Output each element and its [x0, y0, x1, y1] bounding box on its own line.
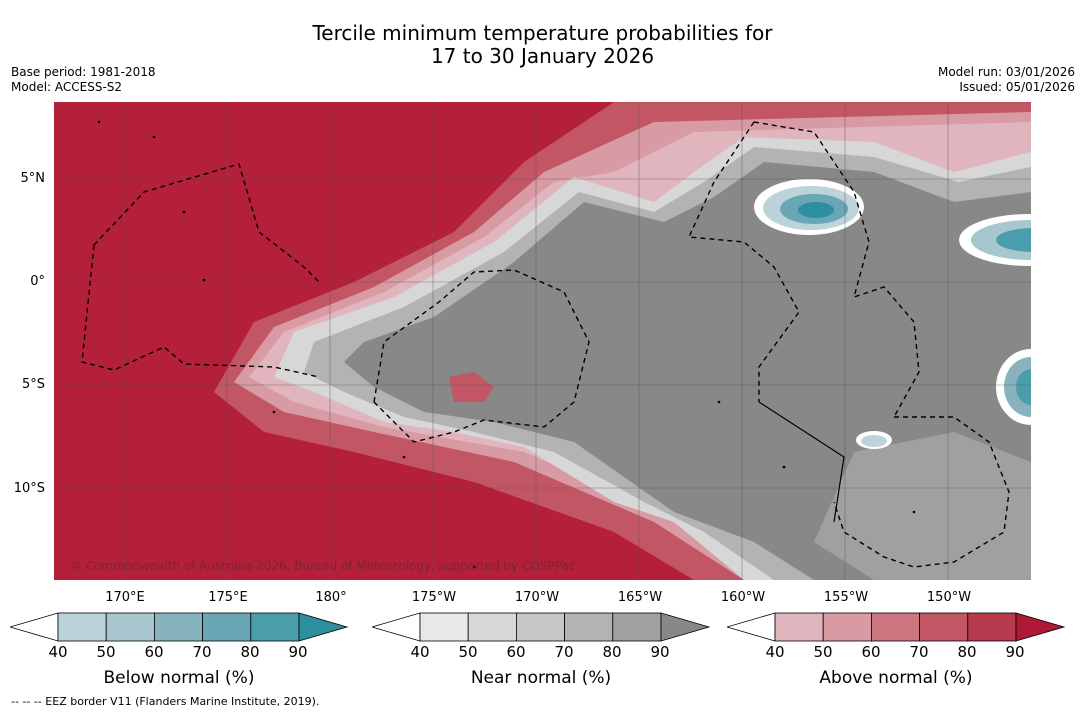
- eez-borders: [81, 121, 1010, 568]
- lon-label: 180°: [315, 590, 347, 605]
- cb-tick: 50: [96, 643, 116, 661]
- lon-label: 150°W: [926, 590, 972, 605]
- lon-label: 165°W: [617, 590, 663, 605]
- colorbar-cell: [564, 612, 614, 642]
- colorbar-near-cells: [419, 612, 662, 642]
- model-run: Model run: 03/01/2026: [937, 65, 1075, 79]
- colorbar-below-title: Below normal (%): [103, 668, 255, 688]
- lat-label: 5°N: [20, 171, 46, 186]
- issued-date: Issued: 05/01/2026: [959, 80, 1075, 94]
- lat-label: 10°S: [13, 481, 45, 496]
- colorbar-cell: [822, 612, 872, 642]
- cb-tick: 40: [765, 643, 785, 661]
- eez-line-solid: [758, 401, 845, 523]
- cb-tick: 40: [410, 643, 430, 661]
- colorbar-cell: [202, 612, 252, 642]
- colorbar-cell: [105, 612, 155, 642]
- model-name: Model: ACCESS-S2: [11, 80, 123, 94]
- lon-label: 160°W: [720, 590, 766, 605]
- probability-map: [54, 102, 1031, 580]
- cb-tick: 70: [192, 643, 212, 661]
- below-normal-blob-small: [856, 431, 892, 449]
- cb-tick: 70: [909, 643, 929, 661]
- island-markers: [97, 120, 916, 569]
- colorbar-cell: [57, 612, 107, 642]
- title-line-2: 17 to 30 January 2026: [430, 44, 655, 68]
- colorbar-near-extend: [660, 612, 711, 642]
- eez-legend-note: -- -- -- EEZ border V11 (Flanders Marine…: [11, 695, 320, 708]
- cb-tick: 90: [650, 643, 670, 661]
- cb-tick: 60: [144, 643, 164, 661]
- colorbar-near-title: Near normal (%): [470, 668, 612, 688]
- colorbar-cell: [774, 612, 824, 642]
- graticule: [54, 102, 1031, 580]
- colorbar-below-extend: [298, 612, 349, 642]
- cb-tick: 80: [602, 643, 622, 661]
- colorbar-cell: [250, 612, 300, 642]
- cb-tick: 70: [554, 643, 574, 661]
- copyright-notice: © Commonwealth of Australia 2026, Bureau…: [70, 559, 576, 573]
- base-period: Base period: 1981-2018: [11, 65, 156, 79]
- cb-tick: 90: [1005, 643, 1025, 661]
- colorbar-cell: [967, 612, 1017, 642]
- colorbar-above-normal: [727, 612, 1066, 642]
- title-line-1: Tercile minimum temperature probabilitie…: [312, 21, 773, 45]
- lon-label: 170°W: [514, 590, 560, 605]
- cb-tick: 90: [288, 643, 308, 661]
- colorbar-cell: [467, 612, 517, 642]
- cb-tick: 50: [813, 643, 833, 661]
- lat-label: 5°S: [21, 377, 45, 392]
- cb-tick: 60: [506, 643, 526, 661]
- colorbar-above-extend: [1015, 612, 1066, 642]
- meta-right: Model run: 03/01/2026 Issued: 05/01/2026: [938, 65, 1075, 95]
- cb-tick: 40: [48, 643, 68, 661]
- colorbar-near-normal: [372, 612, 711, 642]
- colorbar-cell: [870, 612, 920, 642]
- colorbar-cell: [153, 612, 203, 642]
- colorbar-above-cells: [774, 612, 1017, 642]
- colorbar-cell: [419, 612, 469, 642]
- lon-label: 175°W: [411, 590, 457, 605]
- cb-tick: 60: [861, 643, 881, 661]
- colorbar-cell: [919, 612, 969, 642]
- below-normal-blob-north: [754, 179, 864, 235]
- cb-tick: 50: [458, 643, 478, 661]
- below-normal-blob-southeast: [996, 349, 1031, 425]
- cb-tick: 80: [240, 643, 260, 661]
- colorbar-above-title: Above normal (%): [819, 668, 973, 688]
- lon-label: 175°E: [208, 590, 248, 605]
- colorbar-below-cells: [57, 612, 300, 642]
- map-title: Tercile minimum temperature probabilitie…: [0, 22, 1085, 68]
- colorbar-cell: [515, 612, 565, 642]
- colorbar-below-normal: [10, 612, 349, 642]
- near-normal-patch: [814, 432, 1031, 580]
- above-normal-tongue: [449, 372, 494, 402]
- lat-label: 0°: [30, 274, 45, 289]
- colorbar-cell: [612, 612, 662, 642]
- lon-label: 170°E: [105, 590, 145, 605]
- meta-left: Base period: 1981-2018 Model: ACCESS-S2: [11, 65, 156, 95]
- lon-label: 155°W: [823, 590, 869, 605]
- cb-tick: 80: [957, 643, 977, 661]
- below-normal-blob-east: [959, 214, 1031, 266]
